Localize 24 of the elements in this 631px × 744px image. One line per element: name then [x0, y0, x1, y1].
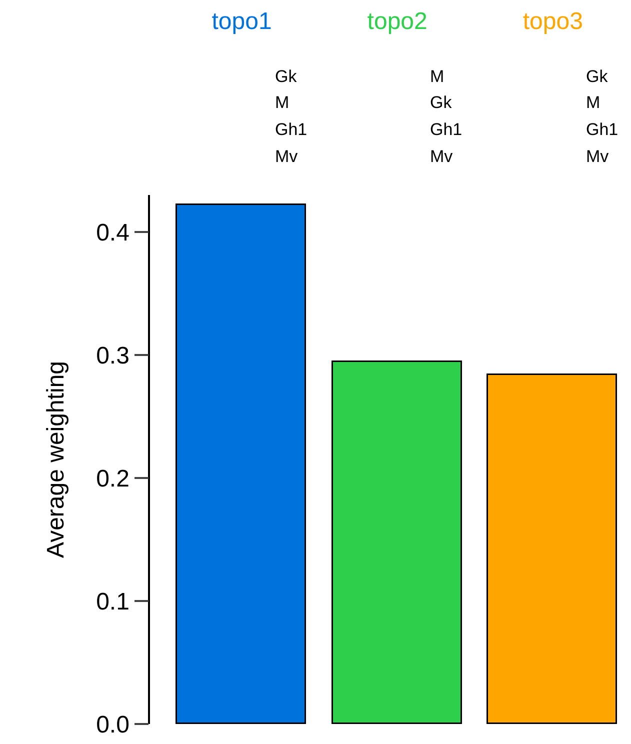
bar	[486, 374, 617, 724]
x-tick-label: topo2	[367, 8, 428, 36]
text: Gk	[586, 67, 608, 86]
text: Gh1	[586, 120, 618, 139]
bar	[176, 204, 306, 724]
text: M	[275, 93, 290, 112]
y-tick-label: 0.1	[96, 588, 130, 616]
text: M	[586, 93, 600, 112]
text: Gk	[430, 93, 452, 112]
x-tick-label: topo1	[212, 8, 272, 36]
y-tick-label: 0.2	[96, 465, 130, 492]
text: Gh1	[275, 120, 308, 139]
text: Mv	[275, 147, 298, 166]
text: Mv	[430, 147, 454, 166]
text: M	[430, 67, 444, 86]
y-axis-title: Average weighting	[42, 360, 70, 558]
y-tick-label: 0.3	[96, 342, 130, 370]
text: Gh1	[430, 120, 462, 139]
bar	[332, 360, 462, 724]
text: Mv	[586, 147, 610, 166]
y-tick-label: 0.4	[96, 219, 130, 246]
x-tick-label: topo3	[522, 8, 583, 36]
text: Gk	[275, 67, 298, 86]
text: 0.0	[96, 711, 130, 738]
